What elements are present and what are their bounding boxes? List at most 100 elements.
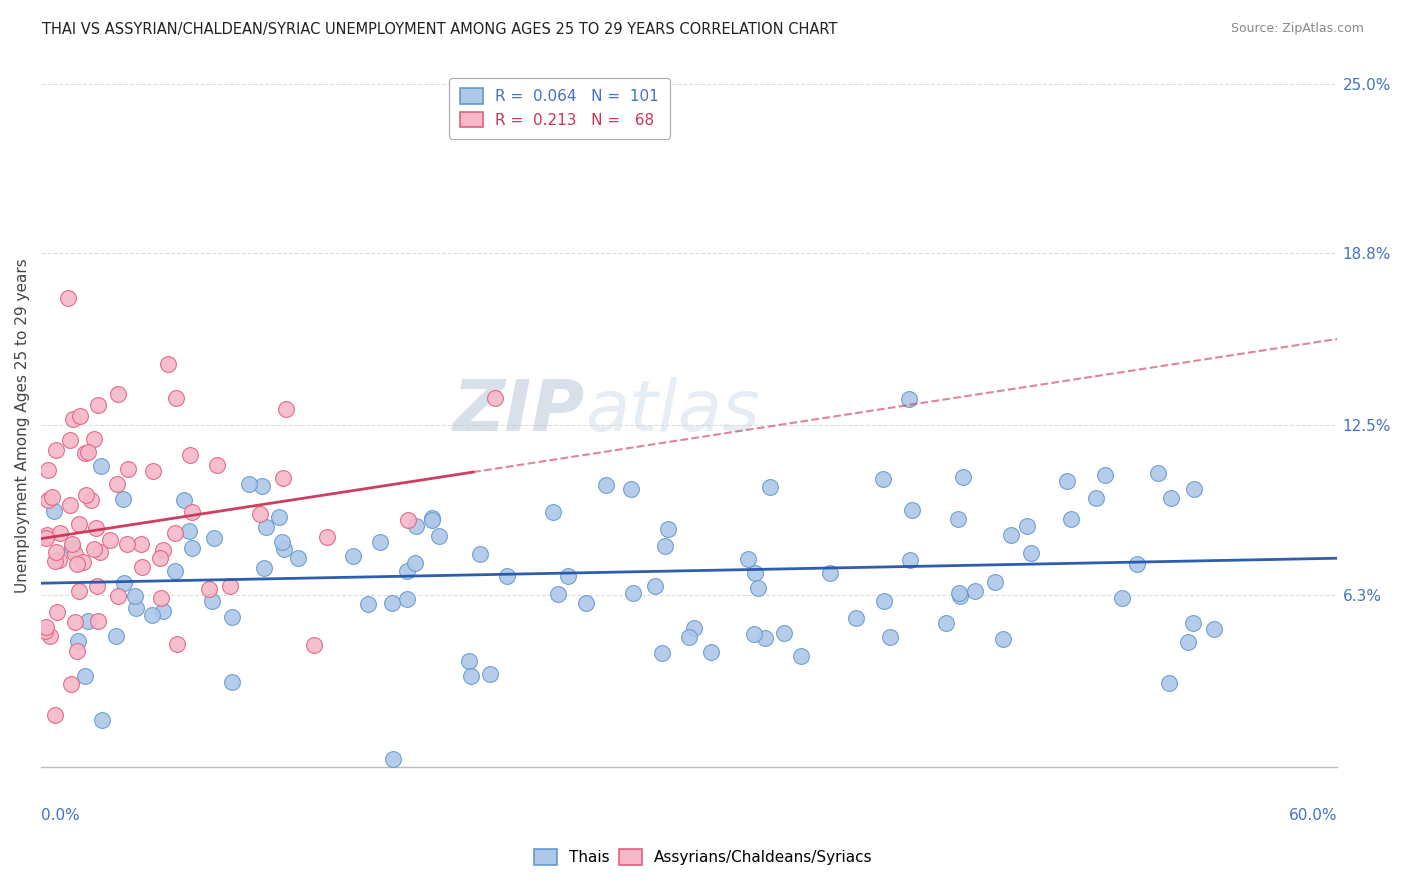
Point [83, 433, 105, 447]
Point [873, 594, 896, 608]
Point [67, 516, 90, 531]
Point [1146, 466, 1168, 480]
Point [73, 668, 96, 682]
Point [790, 649, 813, 664]
Point [759, 480, 782, 494]
Point [35, 620, 58, 634]
Point [35, 528, 58, 542]
Point [249, 508, 271, 522]
Point [77, 445, 100, 459]
Point [357, 597, 380, 611]
Point [1094, 467, 1116, 482]
Point [747, 582, 769, 596]
Point [117, 536, 139, 550]
Point [37, 492, 59, 507]
Point [105, 477, 128, 491]
Point [180, 541, 202, 556]
Point [89, 545, 111, 559]
Point [965, 583, 987, 598]
Point [98, 533, 121, 547]
Point [470, 547, 492, 561]
Point [737, 552, 759, 566]
Point [238, 477, 260, 491]
Point [420, 513, 443, 527]
Point [1084, 491, 1107, 505]
Point [166, 638, 188, 652]
Point [63, 615, 86, 630]
Point [69, 584, 91, 599]
Point [620, 482, 643, 496]
Point [1160, 491, 1182, 505]
Point [163, 525, 186, 540]
Text: 0.0%: 0.0% [41, 808, 80, 823]
Point [1111, 591, 1133, 605]
Point [287, 551, 309, 566]
Point [59, 433, 82, 447]
Point [575, 596, 598, 610]
Point [87, 398, 110, 412]
Point [173, 492, 195, 507]
Point [221, 610, 243, 624]
Point [207, 458, 229, 472]
Point [202, 531, 225, 545]
Point [65, 547, 87, 561]
Point [1202, 622, 1225, 636]
Point [219, 579, 242, 593]
Point [44, 554, 66, 568]
Point [274, 401, 297, 416]
Point [49, 526, 72, 541]
Point [271, 470, 294, 484]
Legend: Thais, Assyrians/Chaldeans/Syriacs: Thais, Assyrians/Chaldeans/Syriacs [527, 843, 879, 871]
Point [744, 566, 766, 580]
Point [1015, 519, 1038, 533]
Point [35, 531, 58, 545]
Point [699, 644, 721, 658]
Point [273, 541, 295, 556]
Point [46, 605, 69, 619]
Point [152, 604, 174, 618]
Point [66, 557, 89, 571]
Point [644, 579, 666, 593]
Point [105, 629, 128, 643]
Point [484, 391, 506, 405]
Point [129, 536, 152, 550]
Point [80, 493, 103, 508]
Point [458, 654, 481, 668]
Point [45, 443, 67, 458]
Point [44, 708, 66, 723]
Point [773, 625, 796, 640]
Point [90, 458, 112, 473]
Point [316, 531, 339, 545]
Point [368, 535, 391, 549]
Point [1056, 475, 1078, 489]
Point [949, 589, 972, 603]
Point [495, 569, 517, 583]
Point [897, 392, 920, 406]
Text: atlas: atlas [585, 377, 761, 446]
Point [157, 357, 180, 371]
Point [302, 638, 325, 652]
Point [820, 566, 842, 581]
Point [34, 624, 56, 639]
Point [427, 529, 450, 543]
Point [678, 630, 700, 644]
Point [1157, 676, 1180, 690]
Y-axis label: Unemployment Among Ages 25 to 29 years: Unemployment Among Ages 25 to 29 years [15, 258, 30, 593]
Point [75, 445, 97, 459]
Point [1126, 557, 1149, 571]
Point [898, 553, 921, 567]
Point [179, 448, 201, 462]
Point [165, 564, 187, 578]
Point [180, 505, 202, 519]
Point [253, 561, 276, 575]
Point [149, 550, 172, 565]
Point [60, 536, 83, 550]
Point [742, 627, 765, 641]
Point [901, 503, 924, 517]
Point [84, 521, 107, 535]
Point [86, 579, 108, 593]
Point [479, 667, 502, 681]
Point [252, 479, 274, 493]
Point [141, 608, 163, 623]
Point [381, 752, 404, 766]
